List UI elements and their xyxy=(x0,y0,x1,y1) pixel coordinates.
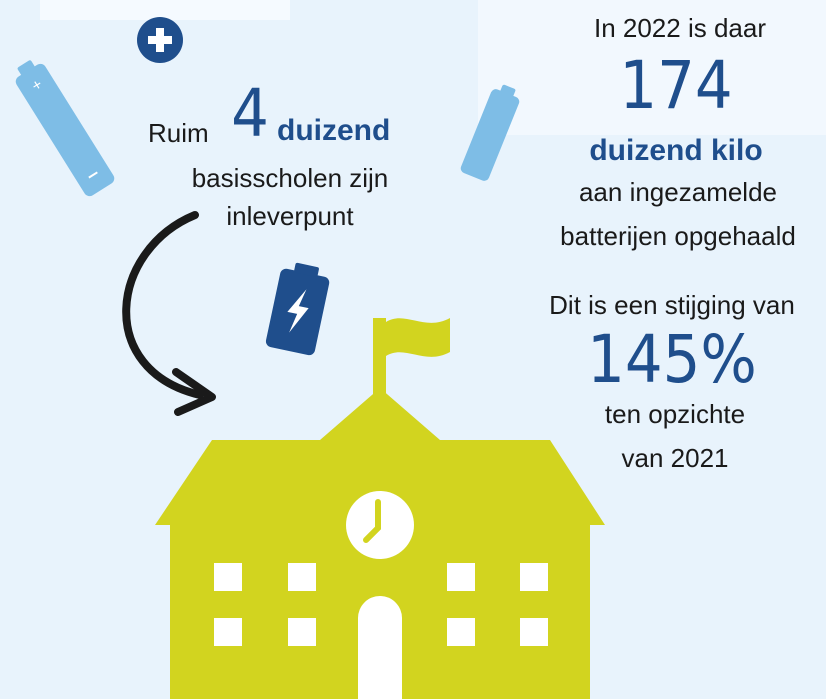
text: Ruim xyxy=(148,118,209,148)
text: duizend xyxy=(277,114,390,147)
plus-icon xyxy=(137,17,183,63)
text: inleverpunt xyxy=(226,201,354,231)
text: basisscholen zijn xyxy=(192,163,389,193)
number: 4 xyxy=(231,75,269,152)
text: duizend kilo xyxy=(589,134,762,167)
panel xyxy=(40,0,290,20)
text: aan ingezamelde xyxy=(579,177,777,207)
number: 174 xyxy=(619,47,732,124)
number: 145% xyxy=(587,321,757,398)
text: batterijen opgehaald xyxy=(560,221,796,251)
infographic: + Ruim 4 duizend basisscholen zijn inlev… xyxy=(0,0,826,699)
text: In 2022 is daar xyxy=(594,13,766,43)
text: ten opzichte xyxy=(605,399,745,429)
text: van 2021 xyxy=(622,443,729,473)
text: Dit is een stijging van xyxy=(549,290,795,320)
